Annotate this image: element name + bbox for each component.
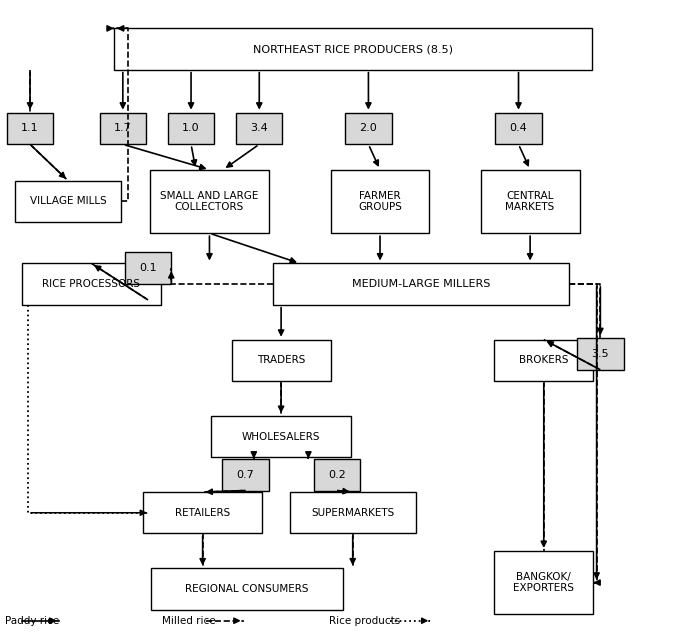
- FancyBboxPatch shape: [168, 112, 214, 144]
- Text: Milled rice: Milled rice: [162, 616, 215, 626]
- FancyBboxPatch shape: [7, 112, 53, 144]
- Text: REGIONAL CONSUMERS: REGIONAL CONSUMERS: [185, 584, 309, 594]
- FancyBboxPatch shape: [15, 181, 121, 222]
- FancyBboxPatch shape: [143, 492, 262, 533]
- Text: NORTHEAST RICE PRODUCERS (8.5): NORTHEAST RICE PRODUCERS (8.5): [253, 44, 453, 54]
- Text: 3.4: 3.4: [251, 123, 268, 133]
- FancyBboxPatch shape: [290, 492, 416, 533]
- Text: SMALL AND LARGE
COLLECTORS: SMALL AND LARGE COLLECTORS: [160, 191, 259, 212]
- Text: SUPERMARKETS: SUPERMARKETS: [311, 508, 395, 518]
- Text: 1.1: 1.1: [21, 123, 39, 133]
- Text: 0.2: 0.2: [328, 470, 346, 480]
- FancyBboxPatch shape: [125, 252, 171, 284]
- Text: CENTRAL
MARKETS: CENTRAL MARKETS: [506, 191, 555, 212]
- FancyBboxPatch shape: [481, 170, 580, 234]
- Text: TRADERS: TRADERS: [257, 355, 306, 366]
- FancyBboxPatch shape: [495, 112, 542, 144]
- Text: 0.4: 0.4: [510, 123, 527, 133]
- Text: RICE PROCESSORS: RICE PROCESSORS: [42, 279, 140, 289]
- Text: BANGKOK/
EXPORTERS: BANGKOK/ EXPORTERS: [513, 572, 574, 593]
- FancyBboxPatch shape: [211, 416, 351, 457]
- Text: MEDIUM-LARGE MILLERS: MEDIUM-LARGE MILLERS: [352, 279, 490, 289]
- FancyBboxPatch shape: [273, 263, 569, 305]
- FancyBboxPatch shape: [21, 263, 162, 305]
- FancyBboxPatch shape: [495, 551, 593, 614]
- Text: 3.5: 3.5: [592, 349, 609, 359]
- FancyBboxPatch shape: [577, 338, 623, 370]
- Text: WHOLESALERS: WHOLESALERS: [242, 431, 321, 441]
- Text: 1.0: 1.0: [182, 123, 200, 133]
- FancyBboxPatch shape: [495, 339, 593, 381]
- FancyBboxPatch shape: [151, 568, 342, 610]
- Text: Paddy rice: Paddy rice: [5, 616, 59, 626]
- Text: VILLAGE MILLS: VILLAGE MILLS: [30, 197, 107, 207]
- FancyBboxPatch shape: [236, 112, 282, 144]
- Text: RETAILERS: RETAILERS: [175, 508, 230, 518]
- Text: FARMER
GROUPS: FARMER GROUPS: [358, 191, 402, 212]
- FancyBboxPatch shape: [114, 28, 592, 70]
- FancyBboxPatch shape: [232, 339, 331, 381]
- FancyBboxPatch shape: [150, 170, 269, 234]
- Text: 1.7: 1.7: [114, 123, 132, 133]
- FancyBboxPatch shape: [331, 170, 429, 234]
- Text: 0.1: 0.1: [139, 263, 157, 273]
- FancyBboxPatch shape: [314, 459, 360, 491]
- FancyBboxPatch shape: [99, 112, 146, 144]
- Text: Rice products: Rice products: [329, 616, 400, 626]
- FancyBboxPatch shape: [223, 459, 269, 491]
- FancyBboxPatch shape: [345, 112, 392, 144]
- Text: 0.7: 0.7: [237, 470, 255, 480]
- Text: 2.0: 2.0: [360, 123, 377, 133]
- Text: BROKERS: BROKERS: [519, 355, 569, 366]
